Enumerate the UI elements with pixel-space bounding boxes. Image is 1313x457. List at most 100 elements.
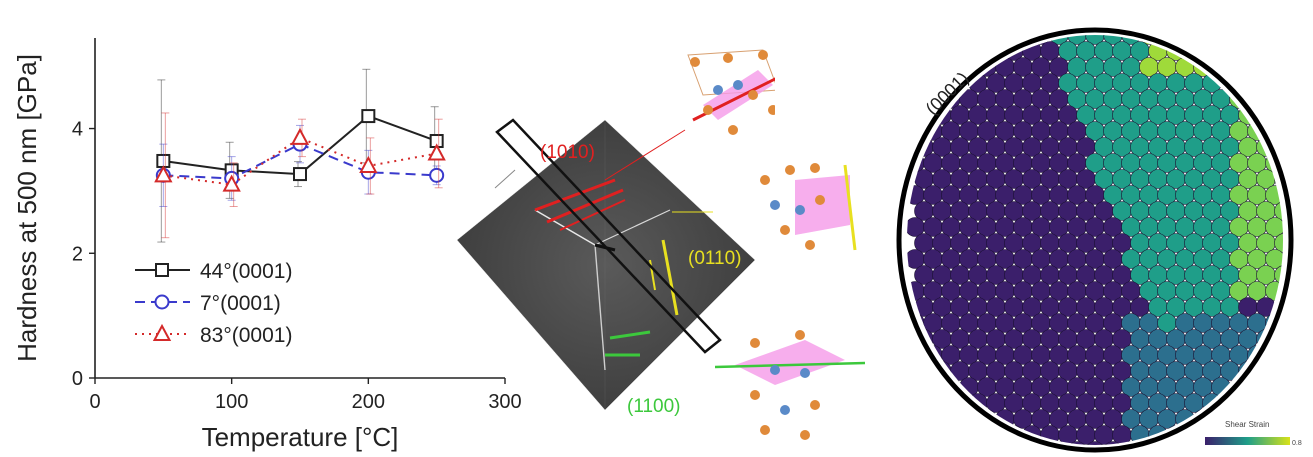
atom (1284, 90, 1303, 109)
atom (1256, 41, 1276, 61)
atom (1265, 249, 1283, 269)
colorbar-max: 0.8 (1292, 440, 1302, 447)
atom (1284, 410, 1303, 429)
chart-axes (94, 38, 505, 379)
atom (907, 409, 925, 429)
atom (950, 425, 970, 445)
y-tick-label: 0 (72, 368, 83, 390)
atom (1293, 330, 1306, 349)
atom (1202, 41, 1222, 61)
atom (1265, 345, 1283, 365)
atom (1247, 57, 1267, 77)
atom (1157, 441, 1177, 445)
sem-label-green: (1100) (627, 396, 681, 417)
atom (1274, 73, 1283, 93)
legend-marker (154, 294, 170, 310)
atom (1302, 378, 1306, 397)
atom (923, 35, 943, 45)
atom (1265, 217, 1283, 237)
atom (914, 41, 934, 61)
atom (1247, 35, 1267, 45)
atom-field (907, 35, 1306, 457)
atom (1274, 233, 1283, 253)
atom (1293, 394, 1306, 413)
atom (986, 425, 1006, 445)
x-tick-label: 200 (352, 391, 385, 413)
atom (1238, 393, 1258, 413)
legend-marker (155, 263, 169, 277)
atom (1067, 441, 1087, 445)
x-axis-label: Temperature [°C] (202, 422, 399, 452)
atomistic-panel: (0001) Shear Strain 0.8 (896, 27, 1306, 457)
facet-outline (896, 27, 1294, 453)
atom (1284, 346, 1303, 365)
atom (1293, 106, 1306, 125)
x-ticks: 0 100 200 300 (89, 378, 522, 413)
atom (1302, 282, 1306, 301)
atom (1175, 35, 1195, 45)
atom (1274, 201, 1283, 221)
atom (907, 57, 925, 77)
colorbar: Shear Strain 0.8 (1205, 420, 1302, 447)
atom (1293, 266, 1306, 285)
atom (941, 35, 961, 45)
atom (1103, 441, 1123, 445)
x-tick-label: 0 (89, 391, 100, 413)
data-point (293, 167, 307, 182)
atom (1293, 138, 1306, 157)
atom (977, 35, 997, 45)
legend-label: 44°(0001) (200, 260, 292, 283)
atom (907, 345, 925, 365)
atom (1247, 89, 1267, 109)
atom (923, 377, 943, 397)
atom (995, 35, 1015, 45)
legend-label: 7°(0001) (200, 292, 281, 315)
atom (923, 409, 943, 429)
y-tick-label: 2 (72, 243, 83, 265)
atom (1284, 122, 1303, 141)
atom (914, 361, 934, 381)
atom (1256, 361, 1276, 381)
atom (1265, 35, 1283, 45)
atom (1302, 314, 1306, 333)
legend-label: 83°(0001) (200, 324, 292, 347)
atom (1274, 361, 1283, 381)
atom (1293, 42, 1306, 61)
colorbar-title: Shear Strain (1225, 420, 1269, 429)
atom (1193, 35, 1213, 45)
atom (1013, 441, 1033, 445)
atom (914, 425, 934, 445)
atom (959, 441, 979, 445)
atom (1274, 137, 1283, 157)
y-axis-label: Hardness at 500 nm [GPa] (12, 54, 42, 362)
crystal-icon-yellow (760, 163, 857, 251)
atom (1284, 314, 1303, 333)
sem-image-panel: (1010) (0110) (1100) (456, 49, 775, 417)
atom (1175, 441, 1195, 445)
atom (907, 35, 925, 45)
atom (1293, 362, 1306, 381)
atom (907, 377, 925, 397)
atom (1284, 378, 1303, 397)
data-point (429, 167, 445, 183)
atom (907, 441, 925, 445)
arrow-gray (494, 169, 516, 189)
atom (968, 425, 988, 445)
atom (1302, 218, 1306, 237)
atom (1302, 90, 1306, 109)
arrow-red (604, 129, 686, 181)
atom (914, 73, 934, 93)
atom (1284, 154, 1303, 173)
atom (959, 409, 979, 429)
atom (1229, 35, 1249, 45)
atom (995, 441, 1015, 445)
crystal-icon-green (715, 330, 865, 440)
data-point (359, 155, 378, 173)
atom (914, 393, 934, 413)
atom (1302, 442, 1306, 457)
atom (923, 441, 943, 445)
atom (1293, 298, 1306, 317)
atom (977, 441, 997, 445)
data-point (290, 127, 310, 145)
y-tick-label: 4 (72, 119, 83, 141)
